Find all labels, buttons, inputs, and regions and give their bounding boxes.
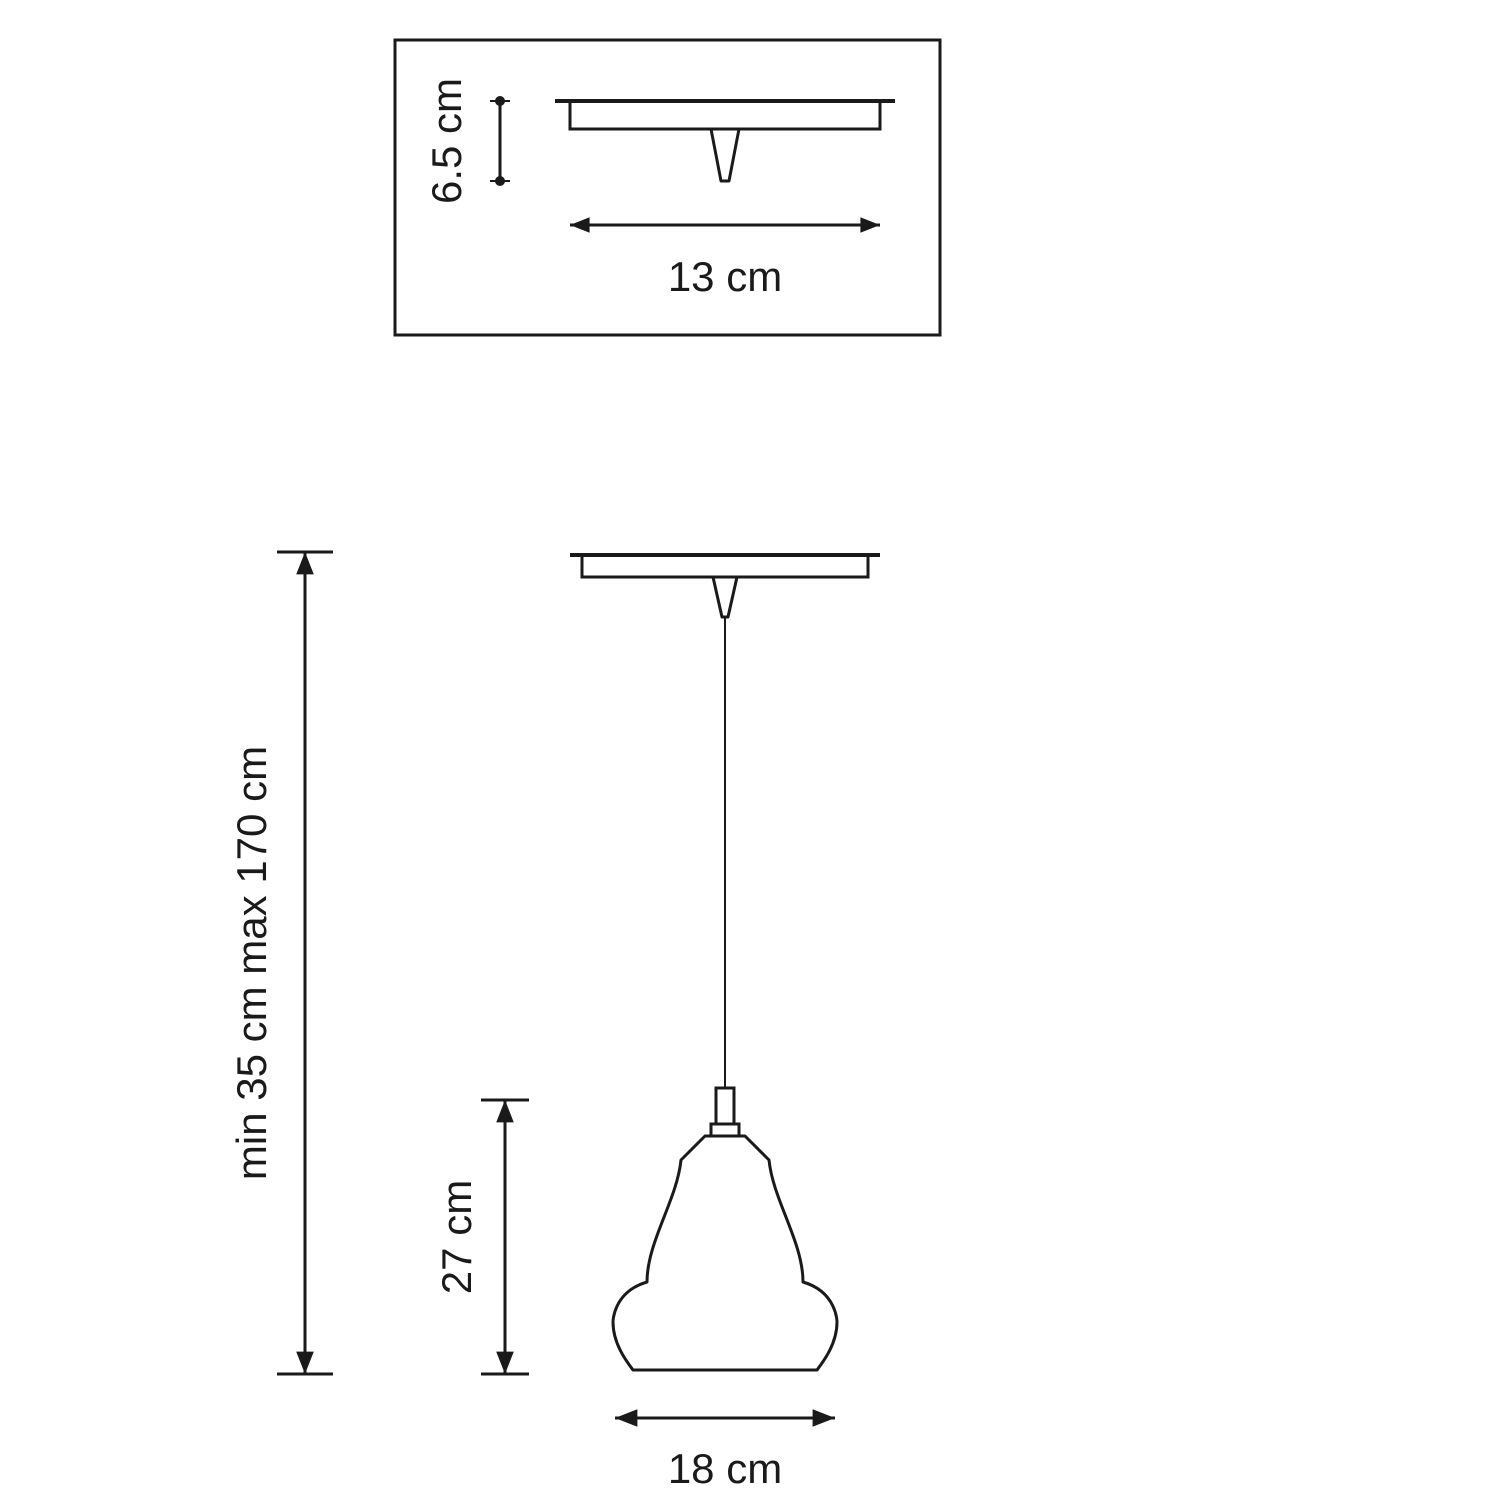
dimension-label: 13 cm — [668, 253, 782, 300]
dimension-label: 27 cm — [433, 1180, 480, 1294]
dimension-label: 6.5 cm — [423, 78, 470, 204]
dimension-label: min 35 cm max 170 cm — [228, 746, 275, 1180]
dimension-label: 18 cm — [668, 1445, 782, 1492]
